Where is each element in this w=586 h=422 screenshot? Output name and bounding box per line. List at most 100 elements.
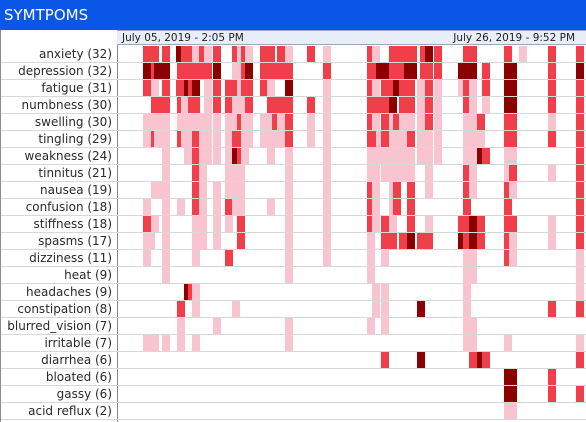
heatmap-cell[interactable] (504, 403, 512, 419)
heatmap-cell[interactable] (548, 131, 556, 147)
heatmap-cell[interactable] (425, 165, 433, 181)
heatmap-cell[interactable] (548, 386, 556, 402)
heatmap-cell[interactable] (425, 182, 433, 198)
heatmap-cell[interactable] (381, 352, 389, 368)
heatmap-cell[interactable] (409, 46, 417, 62)
heatmap-cell[interactable] (381, 148, 389, 164)
heatmap-cell[interactable] (407, 80, 415, 96)
heatmap-cell[interactable] (504, 233, 512, 249)
heatmap-cell[interactable] (509, 131, 517, 147)
heatmap-cell[interactable] (482, 352, 490, 368)
heatmap-cell[interactable] (162, 335, 170, 351)
heatmap-cell[interactable] (213, 131, 221, 147)
heatmap-cell[interactable] (420, 63, 428, 79)
heatmap-cell[interactable] (407, 199, 415, 215)
heatmap-cell[interactable] (199, 46, 207, 62)
heatmap-cell[interactable] (548, 80, 556, 96)
heatmap-cell[interactable] (509, 63, 517, 79)
heatmap-cell[interactable] (381, 80, 389, 96)
heatmap-cell[interactable] (162, 233, 170, 249)
heatmap-cell[interactable] (548, 369, 556, 385)
heatmap-cell[interactable] (143, 216, 151, 232)
heatmap-cell[interactable] (367, 182, 375, 198)
heatmap-cell[interactable] (389, 233, 397, 249)
heatmap-cell[interactable] (463, 318, 471, 334)
heatmap-cell[interactable] (469, 46, 477, 62)
heatmap-cell[interactable] (154, 131, 162, 147)
heatmap-cell[interactable] (469, 131, 477, 147)
heatmap-cell[interactable] (367, 267, 375, 283)
heatmap-cell[interactable] (548, 233, 556, 249)
heatmap-cell[interactable] (367, 114, 375, 130)
heatmap-cell[interactable] (232, 131, 240, 147)
heatmap-cell[interactable] (162, 80, 170, 96)
heatmap-cell[interactable] (192, 46, 200, 62)
heatmap-cell[interactable] (260, 80, 268, 96)
heatmap-cell[interactable] (458, 63, 466, 79)
heatmap-cell[interactable] (192, 301, 200, 317)
heatmap-cell[interactable] (285, 165, 293, 181)
heatmap-cell[interactable] (323, 233, 331, 249)
heatmap-cell[interactable] (376, 148, 384, 164)
heatmap-cell[interactable] (192, 216, 200, 232)
heatmap-cell[interactable] (225, 165, 233, 181)
heatmap-cell[interactable] (267, 80, 275, 96)
heatmap-cell[interactable] (225, 80, 233, 96)
heatmap-cell[interactable] (576, 131, 584, 147)
heatmap-cell[interactable] (509, 233, 517, 249)
heatmap-cell[interactable] (381, 63, 389, 79)
heatmap-cell[interactable] (509, 97, 517, 113)
heatmap-cell[interactable] (225, 131, 233, 147)
heatmap-cell[interactable] (213, 80, 221, 96)
heatmap-cell[interactable] (272, 114, 280, 130)
heatmap-cell[interactable] (225, 114, 233, 130)
heatmap-cell[interactable] (458, 80, 466, 96)
heatmap-cell[interactable] (463, 284, 471, 300)
heatmap-cell[interactable] (241, 148, 249, 164)
heatmap-cell[interactable] (376, 97, 384, 113)
heatmap-cell[interactable] (267, 46, 275, 62)
heatmap-cell[interactable] (237, 216, 245, 232)
heatmap-cell[interactable] (425, 148, 433, 164)
heatmap-cell[interactable] (463, 63, 471, 79)
heatmap-cell[interactable] (162, 131, 170, 147)
heatmap-cell[interactable] (434, 114, 442, 130)
heatmap-cell[interactable] (285, 335, 293, 351)
heatmap-cell[interactable] (277, 46, 285, 62)
heatmap-cell[interactable] (463, 97, 471, 113)
heatmap-cell[interactable] (245, 80, 253, 96)
heatmap-cell[interactable] (463, 114, 471, 130)
heatmap-cell[interactable] (393, 182, 401, 198)
heatmap-cell[interactable] (323, 46, 331, 62)
heatmap-cell[interactable] (162, 114, 170, 130)
heatmap-area[interactable]: July 05, 2019 - 2:05 PM July 26, 2019 - … (117, 30, 586, 422)
heatmap-cell[interactable] (237, 199, 245, 215)
heatmap-cell[interactable] (509, 114, 517, 130)
heatmap-cell[interactable] (232, 114, 240, 130)
heatmap-cell[interactable] (323, 182, 331, 198)
heatmap-cell[interactable] (367, 250, 375, 266)
heatmap-cell[interactable] (469, 80, 477, 96)
heatmap-cell[interactable] (576, 46, 584, 62)
heatmap-cell[interactable] (469, 318, 477, 334)
heatmap-cell[interactable] (417, 97, 425, 113)
heatmap-cell[interactable] (576, 352, 584, 368)
heatmap-cell[interactable] (162, 199, 170, 215)
heatmap-cell[interactable] (177, 301, 185, 317)
heatmap-cell[interactable] (469, 114, 477, 130)
heatmap-cell[interactable] (404, 46, 412, 62)
heatmap-cell[interactable] (504, 148, 512, 164)
heatmap-cell[interactable] (463, 250, 471, 266)
heatmap-cell[interactable] (482, 80, 490, 96)
heatmap-cell[interactable] (458, 216, 466, 232)
heatmap-cell[interactable] (192, 284, 200, 300)
heatmap-cell[interactable] (389, 216, 397, 232)
heatmap-cell[interactable] (184, 63, 192, 79)
heatmap-cell[interactable] (393, 114, 401, 130)
heatmap-cell[interactable] (199, 131, 207, 147)
heatmap-cell[interactable] (477, 233, 485, 249)
heatmap-cell[interactable] (285, 46, 293, 62)
heatmap-cell[interactable] (381, 114, 389, 130)
heatmap-cell[interactable] (192, 250, 200, 266)
heatmap-cell[interactable] (367, 199, 375, 215)
